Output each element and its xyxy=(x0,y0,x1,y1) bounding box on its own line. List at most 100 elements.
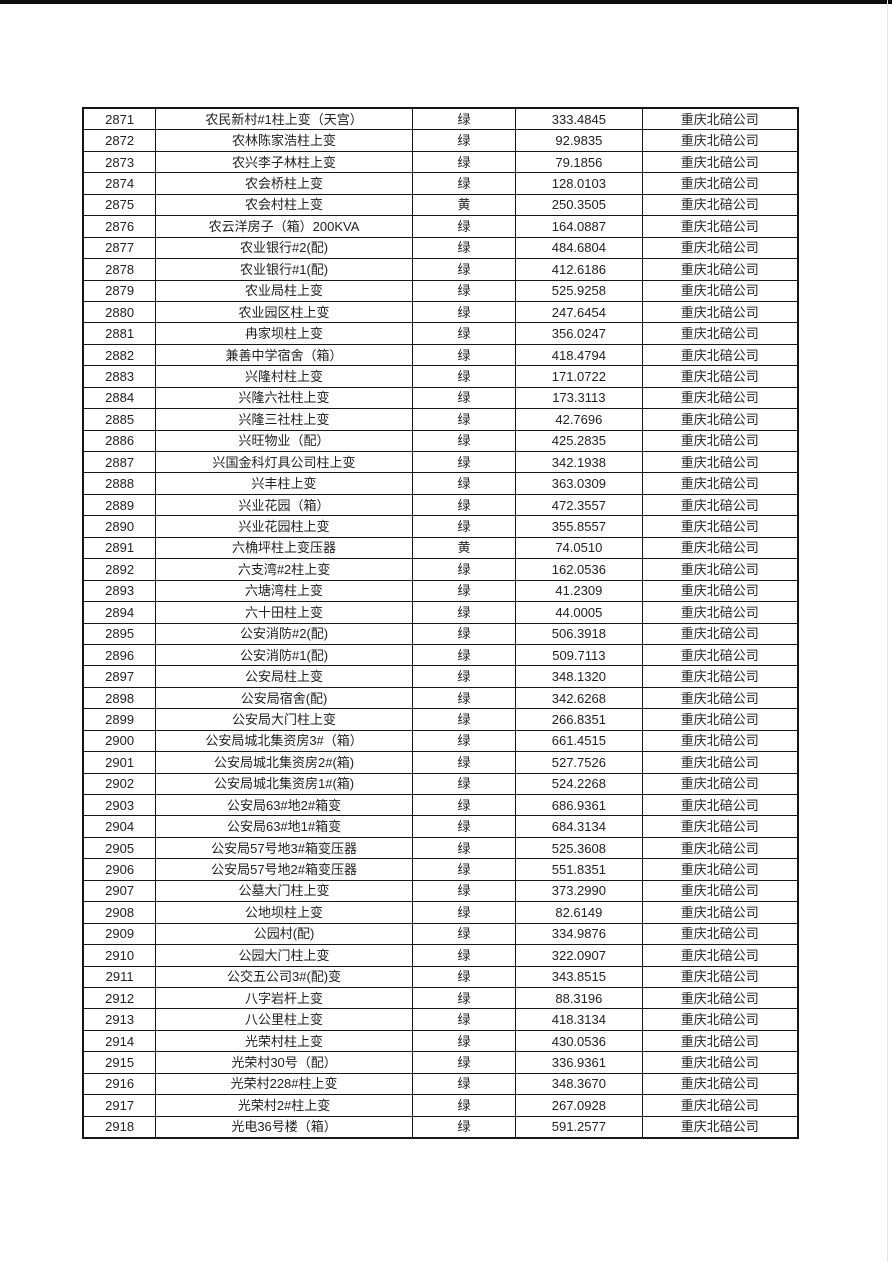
table-row: 2903 公安局63#地2#箱变 绿 686.9361 重庆北碚公司 xyxy=(82,793,799,817)
light-color-cell: 绿 xyxy=(411,965,517,988)
line-loss-value-cell: 684.3134 xyxy=(515,815,643,838)
company-cell: 重庆北碚公司 xyxy=(641,665,799,688)
light-color-cell: 绿 xyxy=(411,129,517,152)
table-row: 2907 公墓大门柱上变 绿 373.2990 重庆北碚公司 xyxy=(82,879,799,903)
light-color-cell: 绿 xyxy=(411,729,517,753)
light-color-cell: 绿 xyxy=(411,1072,517,1096)
transformer-name-cell: 公安局宿舍(配) xyxy=(155,686,413,710)
transformer-name-cell: 公安局城北集资房2#(箱) xyxy=(155,751,413,774)
light-color-cell: 绿 xyxy=(411,793,517,817)
company-cell: 重庆北碚公司 xyxy=(641,1115,799,1139)
light-color-cell: 绿 xyxy=(411,365,517,388)
line-loss-value-cell: 336.9361 xyxy=(515,1051,643,1074)
table-row: 2874 农会桥柱上变 绿 128.0103 重庆北碚公司 xyxy=(82,172,799,195)
transformer-name-cell: 农民新村#1柱上变（天宫） xyxy=(155,107,413,131)
table-row: 2894 六十田柱上变 绿 44.0005 重庆北碚公司 xyxy=(82,601,799,624)
line-loss-value-cell: 373.2990 xyxy=(515,879,643,903)
table-row: 2916 光荣村228#柱上变 绿 348.3670 重庆北碚公司 xyxy=(82,1072,799,1096)
company-cell: 重庆北碚公司 xyxy=(641,944,799,967)
line-loss-value-cell: 430.0536 xyxy=(515,1029,643,1053)
table-row: 2902 公安局城北集资房1#(箱) 绿 524.2268 重庆北碚公司 xyxy=(82,772,799,796)
transformer-name-cell: 农业园区柱上变 xyxy=(155,300,413,324)
company-cell: 重庆北碚公司 xyxy=(641,622,799,645)
row-number-cell: 2907 xyxy=(82,879,157,903)
transformer-name-cell: 兴旺物业（配） xyxy=(155,429,413,453)
line-loss-value-cell: 92.9835 xyxy=(515,129,643,152)
table-row: 2912 八字岩杆上变 绿 88.3196 重庆北碚公司 xyxy=(82,986,799,1010)
table-row: 2905 公安局57号地3#箱变压器 绿 525.3608 重庆北碚公司 xyxy=(82,836,799,860)
row-number-cell: 2913 xyxy=(82,1008,157,1031)
row-number-cell: 2912 xyxy=(82,986,157,1010)
transformer-name-cell: 农会桥柱上变 xyxy=(155,172,413,195)
company-cell: 重庆北碚公司 xyxy=(641,579,799,603)
table-row: 2873 农兴李子林柱上变 绿 79.1856 重庆北碚公司 xyxy=(82,150,799,174)
company-cell: 重庆北碚公司 xyxy=(641,858,799,881)
transformer-name-cell: 六桷坪柱上变压器 xyxy=(155,536,413,560)
line-loss-value-cell: 551.8351 xyxy=(515,858,643,881)
line-loss-value-cell: 74.0510 xyxy=(515,536,643,560)
table-row: 2893 六塘湾柱上变 绿 41.2309 重庆北碚公司 xyxy=(82,579,799,603)
transformer-name-cell: 农兴李子林柱上变 xyxy=(155,150,413,174)
company-cell: 重庆北碚公司 xyxy=(641,172,799,195)
table-row: 2897 公安局柱上变 绿 348.1320 重庆北碚公司 xyxy=(82,665,799,688)
line-loss-value-cell: 334.9876 xyxy=(515,922,643,946)
table-row: 2881 冉家坝柱上变 绿 356.0247 重庆北碚公司 xyxy=(82,322,799,345)
transformer-name-cell: 六支湾#2柱上变 xyxy=(155,558,413,581)
transformer-name-cell: 公安消防#1(配) xyxy=(155,643,413,667)
row-number-cell: 2897 xyxy=(82,665,157,688)
table-row: 2891 六桷坪柱上变压器 黄 74.0510 重庆北碚公司 xyxy=(82,536,799,560)
line-loss-value-cell: 333.4845 xyxy=(515,107,643,131)
transformer-name-cell: 兴隆六社柱上变 xyxy=(155,386,413,410)
light-color-cell: 绿 xyxy=(411,215,517,238)
line-loss-value-cell: 418.4794 xyxy=(515,343,643,367)
light-color-cell: 绿 xyxy=(411,879,517,903)
transformer-name-cell: 公园大门柱上变 xyxy=(155,944,413,967)
table-row: 2879 农业局柱上变 绿 525.9258 重庆北碚公司 xyxy=(82,279,799,302)
company-cell: 重庆北碚公司 xyxy=(641,258,799,281)
table-row: 2872 农林陈家浩柱上变 绿 92.9835 重庆北碚公司 xyxy=(82,129,799,152)
light-color-cell: 绿 xyxy=(411,450,517,474)
light-color-cell: 绿 xyxy=(411,601,517,624)
table-row: 2915 光荣村30号（配） 绿 336.9361 重庆北碚公司 xyxy=(82,1051,799,1074)
light-color-cell: 绿 xyxy=(411,300,517,324)
company-cell: 重庆北碚公司 xyxy=(641,879,799,903)
light-color-cell: 绿 xyxy=(411,472,517,495)
row-number-cell: 2916 xyxy=(82,1072,157,1096)
line-loss-value-cell: 267.0928 xyxy=(515,1094,643,1117)
row-number-cell: 2894 xyxy=(82,601,157,624)
table-row: 2918 光电36号楼（箱） 绿 591.2577 重庆北碚公司 xyxy=(82,1115,799,1139)
table-row: 2888 兴丰柱上变 绿 363.0309 重庆北碚公司 xyxy=(82,472,799,495)
line-loss-value-cell: 44.0005 xyxy=(515,601,643,624)
transformer-name-cell: 兴业花园（箱） xyxy=(155,493,413,517)
row-number-cell: 2906 xyxy=(82,858,157,881)
table-row: 2917 光荣村2#柱上变 绿 267.0928 重庆北碚公司 xyxy=(82,1094,799,1117)
line-loss-value-cell: 509.7113 xyxy=(515,643,643,667)
light-color-cell: 绿 xyxy=(411,815,517,838)
line-loss-value-cell: 266.8351 xyxy=(515,708,643,731)
row-number-cell: 2918 xyxy=(82,1115,157,1139)
transformer-name-cell: 农业银行#1(配) xyxy=(155,258,413,281)
company-cell: 重庆北碚公司 xyxy=(641,429,799,453)
transformer-name-cell: 光荣村柱上变 xyxy=(155,1029,413,1053)
line-loss-value-cell: 128.0103 xyxy=(515,172,643,195)
row-number-cell: 2882 xyxy=(82,343,157,367)
table-row: 2904 公安局63#地1#箱变 绿 684.3134 重庆北碚公司 xyxy=(82,815,799,838)
table-row: 2892 六支湾#2柱上变 绿 162.0536 重庆北碚公司 xyxy=(82,558,799,581)
light-color-cell: 绿 xyxy=(411,751,517,774)
transformer-name-cell: 公安消防#2(配) xyxy=(155,622,413,645)
light-color-cell: 绿 xyxy=(411,1094,517,1117)
light-color-cell: 绿 xyxy=(411,1115,517,1139)
line-loss-value-cell: 342.1938 xyxy=(515,450,643,474)
table-row: 2898 公安局宿舍(配) 绿 342.6268 重庆北碚公司 xyxy=(82,686,799,710)
top-edge-bar xyxy=(0,0,892,4)
company-cell: 重庆北碚公司 xyxy=(641,515,799,538)
transformer-name-cell: 六十田柱上变 xyxy=(155,601,413,624)
row-number-cell: 2879 xyxy=(82,279,157,302)
transformer-name-cell: 公地坝柱上变 xyxy=(155,901,413,924)
company-cell: 重庆北碚公司 xyxy=(641,558,799,581)
transformer-name-cell: 公园村(配) xyxy=(155,922,413,946)
company-cell: 重庆北碚公司 xyxy=(641,1008,799,1031)
row-number-cell: 2908 xyxy=(82,901,157,924)
light-color-cell: 绿 xyxy=(411,686,517,710)
row-number-cell: 2884 xyxy=(82,386,157,410)
